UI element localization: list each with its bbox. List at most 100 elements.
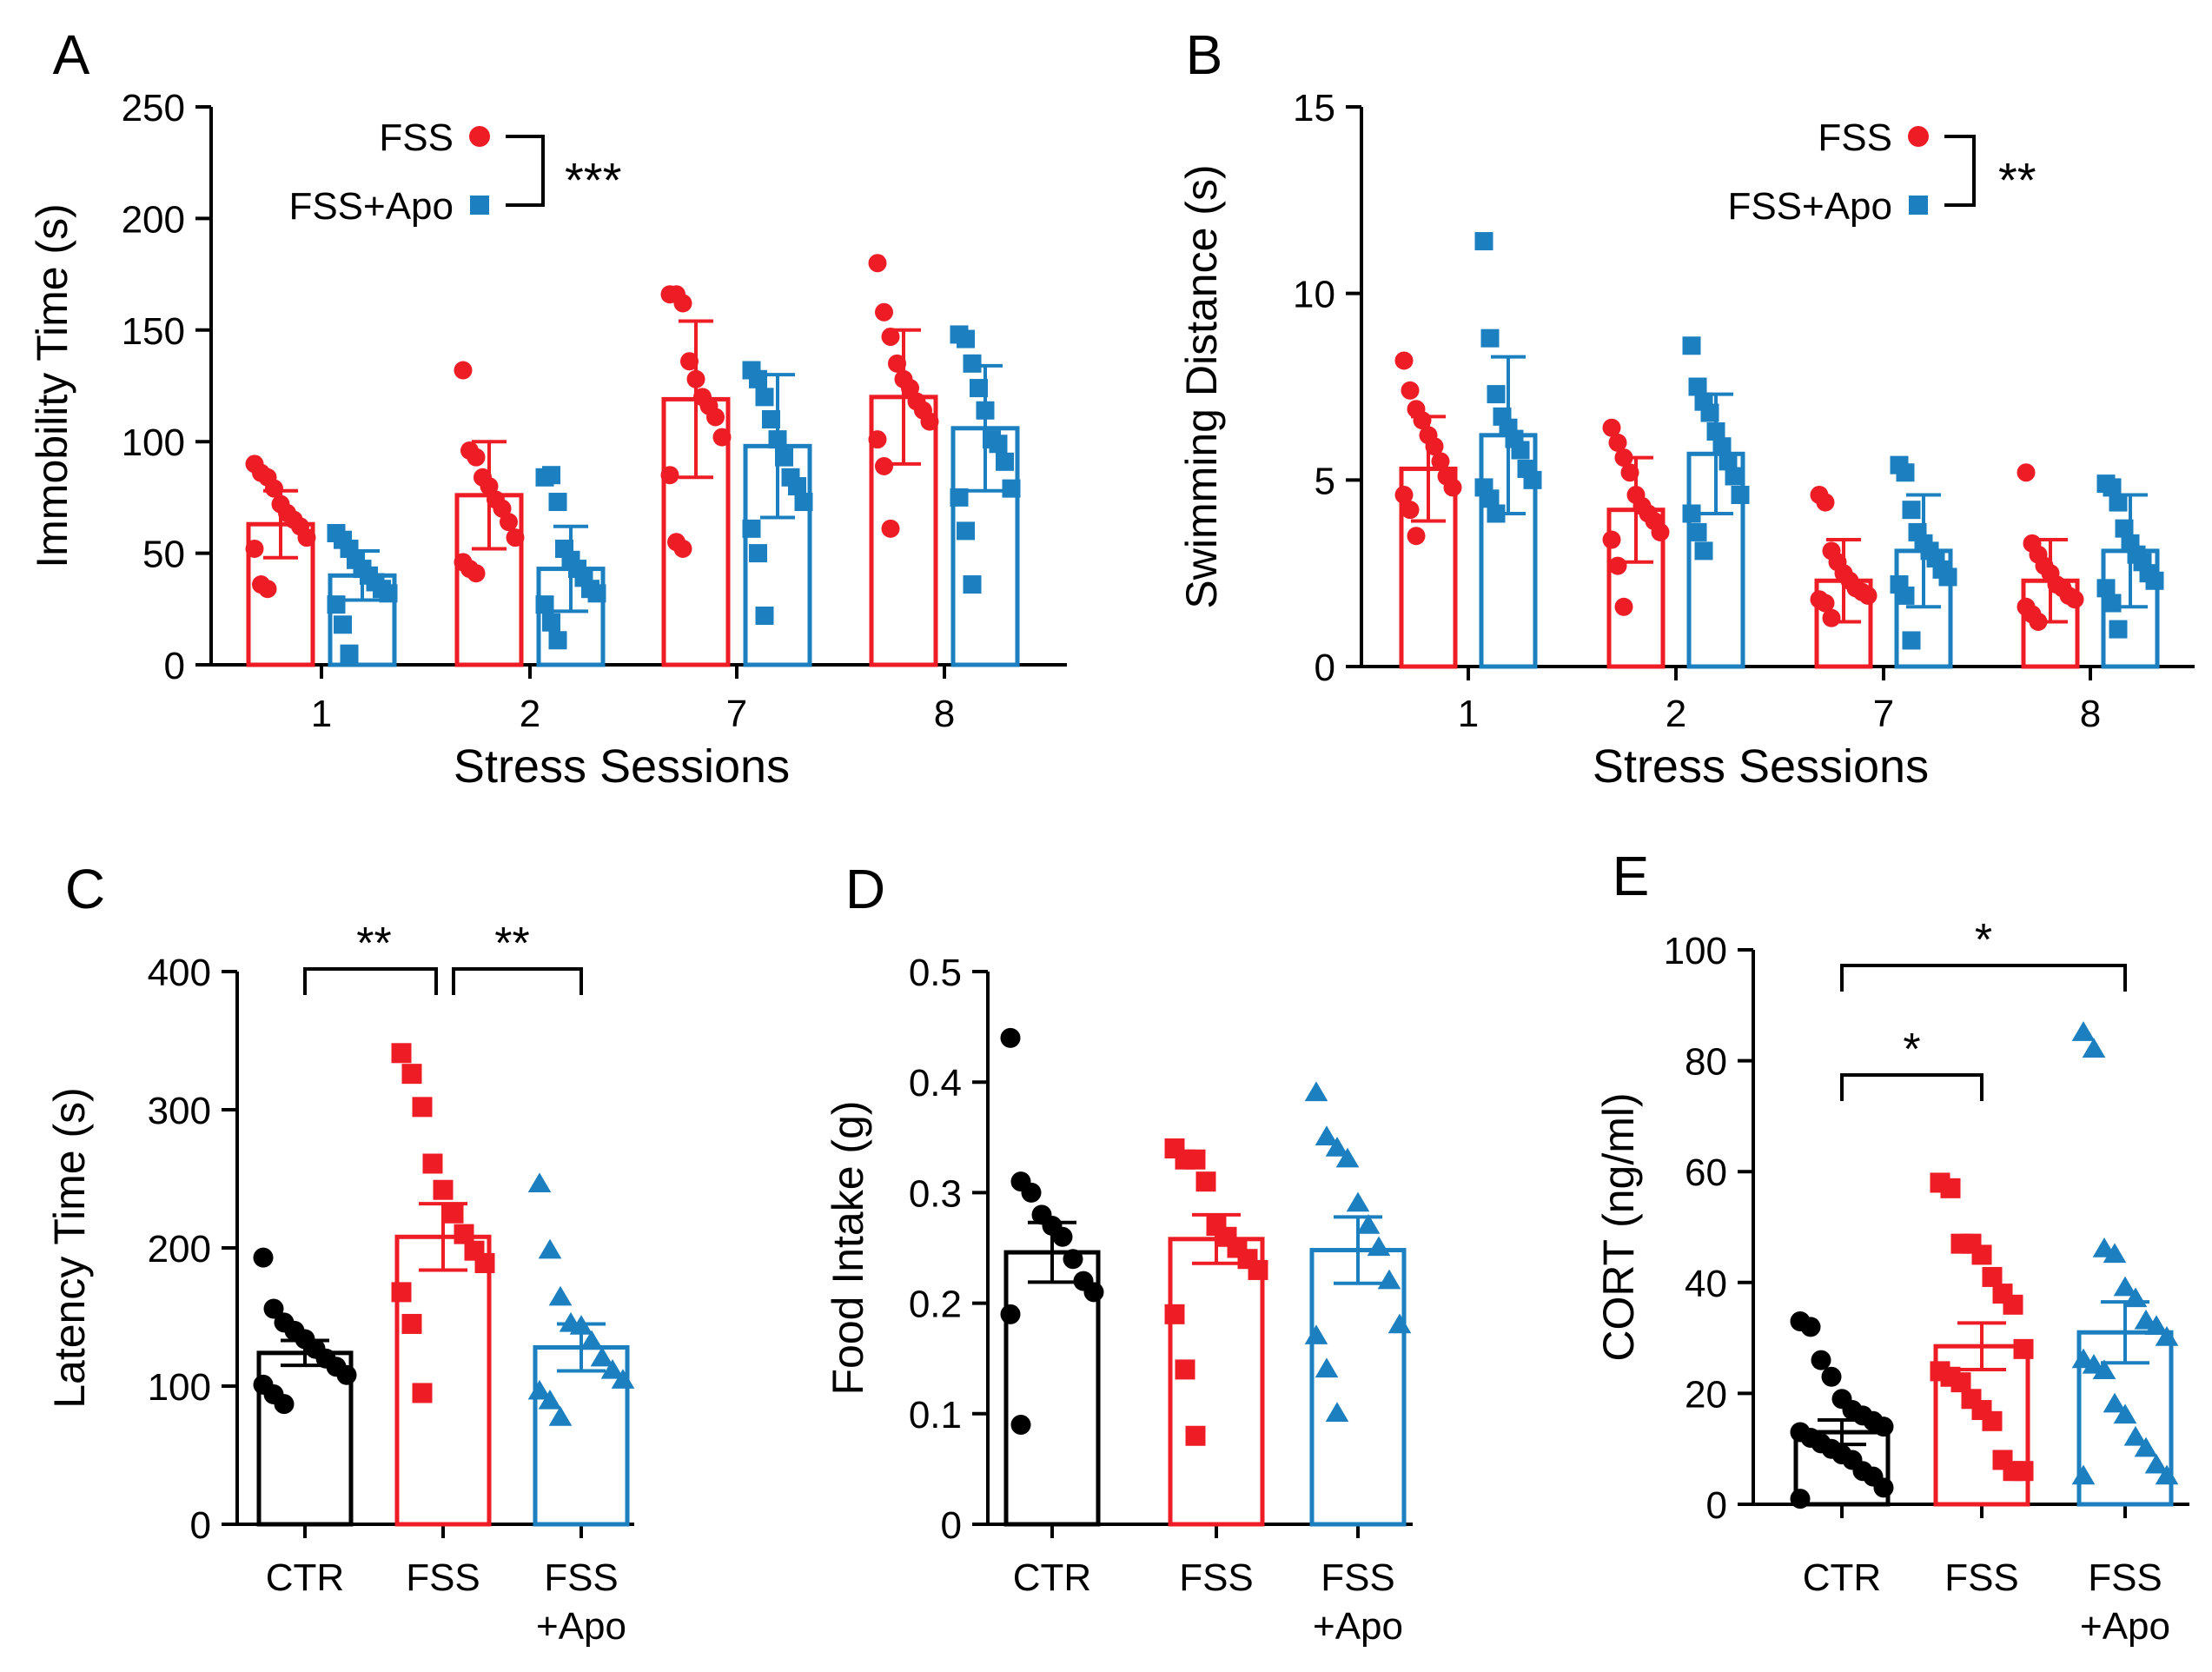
data-point <box>1387 1313 1412 1334</box>
y-tick-label: 400 <box>148 952 211 994</box>
y-tick-label: 200 <box>148 1228 211 1271</box>
y-tick-label: 200 <box>122 198 185 241</box>
data-point <box>1185 1149 1206 1170</box>
x-tick-label: 1 <box>1458 693 1479 735</box>
x-tick-label: FSS <box>1321 1556 1395 1599</box>
panel-letter: E <box>1613 845 1650 907</box>
x-tick-label: 8 <box>934 693 955 735</box>
data-point <box>1063 1249 1083 1270</box>
y-tick-label: 0.1 <box>909 1394 962 1436</box>
x-tick-label: +Apo <box>1313 1605 1403 1648</box>
data-point <box>1083 1282 1104 1303</box>
data-point <box>950 488 969 507</box>
x-tick-label: 8 <box>2080 693 2101 735</box>
data-point <box>1790 1489 1811 1509</box>
y-tick-label: 300 <box>148 1090 211 1132</box>
data-point <box>2123 1425 2148 1446</box>
y-tick-label: 0 <box>941 1504 962 1547</box>
legend-marker-fss <box>469 126 490 147</box>
legend-marker-fss-apo <box>1909 196 1928 215</box>
data-point <box>1938 567 1957 587</box>
data-point <box>2109 620 2128 639</box>
data-point <box>1394 486 1414 505</box>
x-tick-label: FSS <box>406 1556 480 1599</box>
y-tick-label: 0 <box>1706 1484 1727 1527</box>
data-point <box>1002 479 1021 498</box>
data-point <box>340 644 359 663</box>
data-point <box>253 1247 274 1268</box>
data-point <box>1602 530 1621 549</box>
y-tick-label: 0 <box>164 645 185 687</box>
data-point <box>336 1364 357 1385</box>
data-point <box>263 1298 284 1319</box>
y-tick-label: 40 <box>1685 1263 1727 1305</box>
data-point <box>1694 541 1713 561</box>
data-point <box>1688 522 1707 541</box>
data-point <box>963 354 982 373</box>
y-tick-label: 0 <box>190 1504 211 1547</box>
bar <box>1309 1248 1407 1527</box>
data-point <box>660 466 679 485</box>
data-point <box>327 595 346 614</box>
data-point <box>433 1179 454 1200</box>
bar <box>1168 1237 1265 1527</box>
data-point <box>1982 1266 2003 1287</box>
data-point <box>1682 336 1701 355</box>
y-tick-label: 50 <box>142 534 185 576</box>
data-point <box>542 613 560 632</box>
data-point <box>1431 452 1450 471</box>
data-point <box>1811 1350 1831 1370</box>
data-point <box>548 1406 573 1426</box>
y-tick-label: 0.2 <box>909 1284 962 1326</box>
panel-e: 0 20 40 60 80 100 CORT (ng/ml) E CTR FSS FSS +Apo * * <box>1594 845 2189 1648</box>
significance-label: * <box>1903 1025 1920 1075</box>
data-point <box>2071 1021 2096 1041</box>
data-point <box>1896 463 1915 482</box>
data-point <box>2071 1464 2096 1485</box>
significance-label: ** <box>1998 153 2036 208</box>
data-point <box>1950 1372 1971 1393</box>
data-point <box>2013 1461 2034 1482</box>
data-point <box>506 528 525 547</box>
data-point <box>542 466 560 485</box>
data-point <box>379 584 398 603</box>
panel-a: 0 50 100 150 200 250 Immobility Time (s) A 1 2 7 8 S… <box>28 23 1067 793</box>
data-point <box>1164 1304 1185 1324</box>
data-point <box>1401 381 1420 400</box>
data-point <box>548 493 567 512</box>
y-tick-label: 20 <box>1685 1373 1727 1416</box>
data-point <box>762 410 780 429</box>
panel-c: 0 100 200 300 400 Latency Time (s) C CTR FSS FSS +… <box>45 858 635 1648</box>
data-point <box>2145 571 2164 590</box>
data-point <box>1021 1182 1042 1203</box>
x-tick-label: 1 <box>311 693 332 735</box>
data-point <box>1608 556 1627 575</box>
data-point <box>996 452 1014 471</box>
data-point <box>2134 1436 2158 1457</box>
data-point <box>1335 1147 1360 1168</box>
data-point <box>1719 452 1738 471</box>
data-point <box>1523 470 1542 489</box>
legend-marker-fss <box>1908 126 1929 147</box>
data-point <box>755 388 774 407</box>
data-point <box>1902 501 1921 520</box>
data-point <box>1725 467 1744 486</box>
data-point <box>1000 1304 1021 1324</box>
data-point <box>1356 1214 1381 1234</box>
data-point <box>2003 1294 2023 1315</box>
data-point <box>2065 590 2084 609</box>
data-point <box>579 1330 604 1350</box>
x-tick-label: 7 <box>1873 693 1894 735</box>
data-point <box>989 435 1008 454</box>
y-tick-label: 100 <box>1664 930 1727 972</box>
data-point <box>680 352 699 371</box>
data-point <box>2109 493 2128 512</box>
y-tick-label: 0 <box>1315 647 1335 689</box>
data-point <box>673 294 692 313</box>
legend-label-fss-apo: FSS+Apo <box>1727 185 1892 228</box>
data-point <box>1407 527 1426 546</box>
data-point <box>1800 1317 1821 1337</box>
data-point <box>881 328 900 347</box>
x-tick-label: FSS <box>1944 1556 2019 1599</box>
